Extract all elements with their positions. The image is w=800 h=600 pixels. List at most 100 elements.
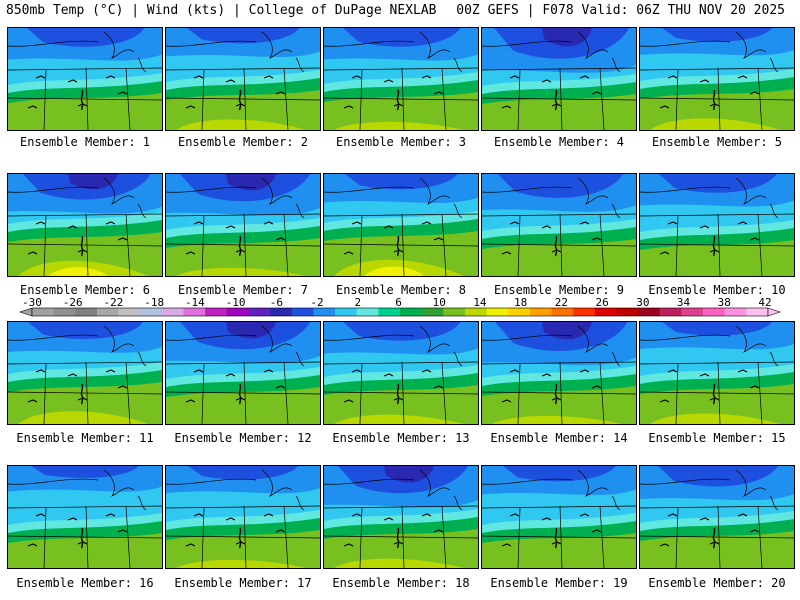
- ensemble-member-label: Ensemble Member: 9: [493, 283, 625, 297]
- colorbar-tick-label: -26: [63, 296, 83, 309]
- border-line: [324, 478, 415, 485]
- wind-barb: [383, 517, 394, 521]
- wind-barb: [351, 75, 362, 79]
- ensemble-member-label: Ensemble Member: 16: [16, 576, 154, 590]
- temperature-map: [482, 28, 636, 130]
- wind-barb: [501, 251, 512, 255]
- border-line: [640, 391, 794, 395]
- hot-contour: [176, 559, 306, 568]
- wind-barb: [238, 383, 242, 405]
- lake-outline: [261, 469, 305, 511]
- ensemble-member-label: Ensemble Member: 5: [651, 135, 783, 149]
- colorbar-swatch: [270, 308, 293, 316]
- border-line: [166, 213, 320, 217]
- lake-outline: [103, 177, 147, 219]
- ensemble-panel: [481, 27, 637, 131]
- colorbar-tick-label: 34: [677, 296, 691, 309]
- coldest-contour: [226, 174, 276, 191]
- wind-barb: [343, 105, 354, 109]
- lake-outline: [577, 177, 621, 219]
- colorbar-tick-label: 6: [395, 296, 402, 309]
- border-line: [441, 67, 447, 130]
- wind-barb: [699, 517, 710, 521]
- colder-contour: [658, 466, 778, 487]
- ensemble-panel: [323, 173, 479, 277]
- border-line: [640, 535, 794, 539]
- border-line: [324, 243, 478, 247]
- border-line: [559, 213, 563, 276]
- wind-barb: [105, 513, 116, 517]
- border-line: [482, 213, 636, 217]
- wind-barb: [667, 75, 678, 79]
- border-line: [8, 535, 162, 539]
- border-line: [717, 505, 721, 568]
- border-line: [717, 213, 721, 276]
- wind-barb: [712, 527, 716, 549]
- border-line: [359, 507, 363, 568]
- colorbar-tick-label: -10: [226, 296, 246, 309]
- wind-barb: [343, 399, 354, 403]
- border-line: [243, 213, 247, 276]
- wind-barb: [117, 385, 128, 389]
- ensemble-panel: [165, 173, 321, 277]
- temperature-map: [324, 174, 478, 276]
- border-line: [482, 361, 636, 365]
- border-line: [166, 186, 257, 193]
- wind-barb: [27, 399, 38, 403]
- wind-barb: [238, 527, 242, 549]
- wind-barb: [351, 513, 362, 517]
- ensemble-member-label: Ensemble Member: 15: [648, 431, 786, 445]
- ensemble-member-label: Ensemble Member: 7: [177, 283, 309, 297]
- wind-barb: [27, 251, 38, 255]
- border-line: [283, 361, 289, 424]
- colorbar-swatch: [529, 308, 552, 316]
- border-line: [441, 213, 447, 276]
- border-line: [8, 334, 99, 341]
- border-line: [640, 213, 794, 217]
- ensemble-member-label: Ensemble Member: 10: [648, 283, 786, 297]
- wind-barb: [105, 75, 116, 79]
- border-line: [324, 391, 478, 395]
- border-line: [283, 505, 289, 568]
- border-line: [640, 97, 794, 101]
- wind-barb: [396, 527, 400, 549]
- wind-barb: [35, 369, 46, 373]
- ensemble-member-label: Ensemble Member: 11: [16, 431, 154, 445]
- colorbar-tick-label: 26: [595, 296, 608, 309]
- warmer-contour: [324, 385, 478, 424]
- wind-barb: [554, 235, 558, 257]
- colder-contour: [662, 322, 772, 336]
- coldest-contour: [384, 466, 434, 483]
- wind-barb: [509, 75, 520, 79]
- wind-barb: [238, 89, 242, 111]
- colder-contour: [28, 322, 143, 340]
- border-line: [8, 361, 162, 365]
- warmer-contour: [640, 240, 794, 276]
- border-line: [201, 215, 205, 276]
- wind-barb: [193, 369, 204, 373]
- ensemble-member-label: Ensemble Member: 1: [19, 135, 151, 149]
- wind-barb: [383, 225, 394, 229]
- wind-barb: [554, 89, 558, 111]
- wind-barb: [591, 237, 602, 241]
- border-line: [243, 67, 247, 130]
- border-line: [401, 213, 405, 276]
- wind-barb: [80, 235, 84, 257]
- colorbar-tick-label: 2: [354, 296, 361, 309]
- ensemble-member-label: Ensemble Member: 6: [19, 283, 151, 297]
- colorbar-swatch: [291, 308, 314, 316]
- border-line: [8, 243, 162, 247]
- hot-contour: [334, 121, 464, 130]
- border-line: [757, 361, 763, 424]
- wind-barb: [712, 235, 716, 257]
- lake-outline: [577, 325, 621, 367]
- border-line: [324, 186, 415, 193]
- lake-outline: [735, 325, 779, 367]
- wind-barb: [509, 221, 520, 225]
- hot-contour: [650, 413, 780, 424]
- lake-outline: [735, 469, 779, 511]
- colder-contour: [188, 466, 298, 480]
- colorbar-swatch: [573, 308, 596, 316]
- warmer-contour: [482, 386, 636, 424]
- warmer-contour: [640, 531, 794, 568]
